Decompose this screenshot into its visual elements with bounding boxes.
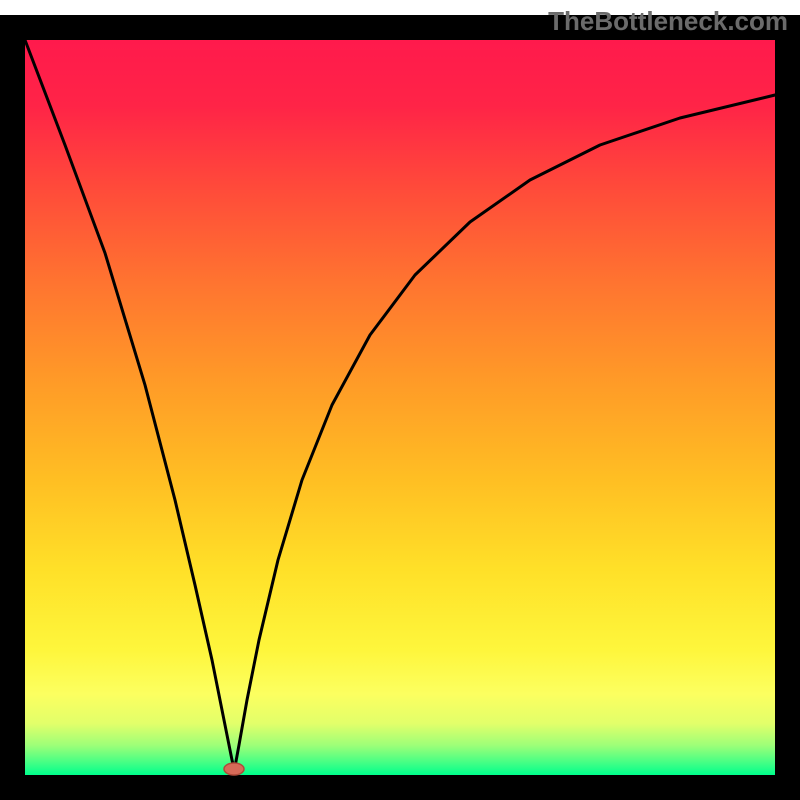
watermark-label: TheBottleneck.com xyxy=(548,6,788,37)
chart-svg xyxy=(0,0,800,800)
gradient-background xyxy=(25,40,775,775)
border-bottom xyxy=(0,775,800,800)
chart-container: TheBottleneck.com xyxy=(0,0,800,800)
border-right xyxy=(775,15,800,800)
border-left xyxy=(0,15,25,800)
optimal-point-marker xyxy=(224,763,244,775)
